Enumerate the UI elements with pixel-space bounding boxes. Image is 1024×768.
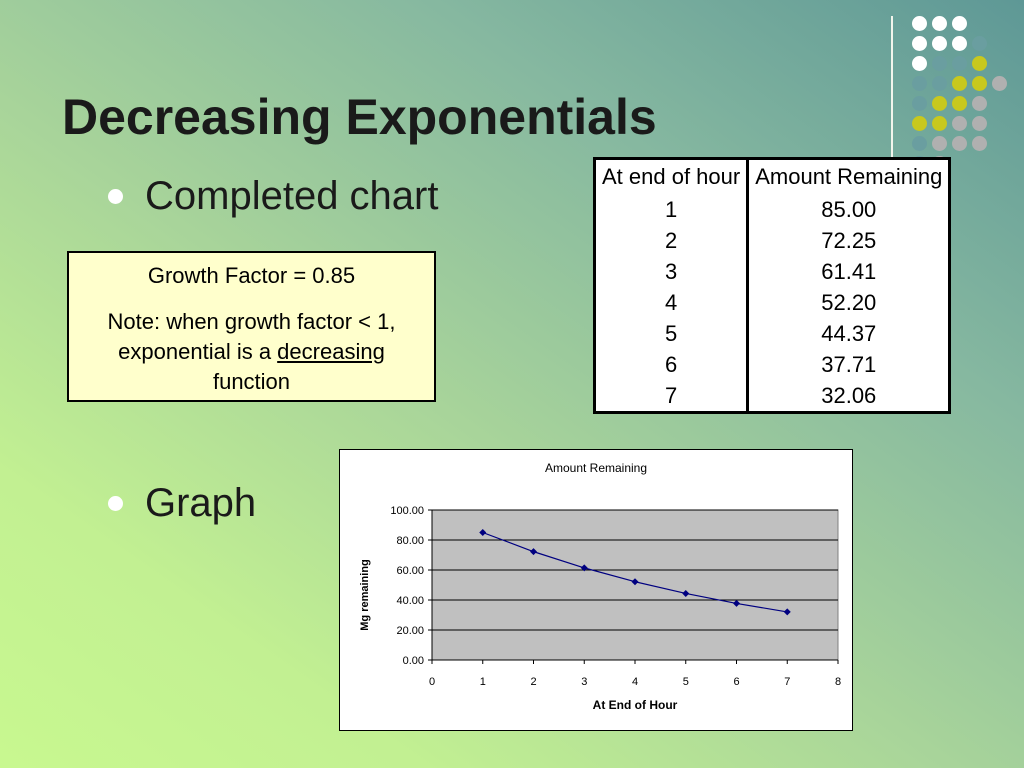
chart-svg: Amount Remaining 0.00 20.00 40.00 60.00 80.00… [359, 461, 841, 712]
x-axis-label: At End of Hour [593, 698, 678, 712]
decorative-dot [952, 76, 967, 91]
slide-title: Decreasing Exponentials [62, 89, 657, 145]
y-axis-label: Mg remaining [359, 559, 371, 631]
data-point [479, 529, 487, 536]
x-tick-label: 8 [835, 676, 841, 688]
table-cell: 5 [594, 318, 750, 349]
data-point [783, 608, 791, 616]
decorative-dot [932, 96, 947, 111]
bullet-text: Graph [145, 481, 257, 525]
table-row: 2 72.25 [594, 225, 950, 256]
decorative-dot [972, 56, 987, 71]
table-row: 4 52.20 [594, 287, 950, 318]
table-row: 7 32.06 [594, 380, 950, 413]
decorative-dot [912, 96, 927, 111]
y-tick-label: 20.00 [396, 625, 424, 637]
growth-factor-note-box: Growth Factor = 0.85 Note: when growth f… [67, 251, 436, 402]
growth-factor-label: Growth Factor = 0.85 [147, 263, 356, 288]
y-tick-label: 40.00 [396, 595, 424, 607]
table-cell: 61.41 [821, 258, 877, 284]
bullet-dot-icon [108, 496, 123, 511]
decorative-dot [972, 76, 987, 91]
table-cell: 44.37 [821, 320, 877, 346]
x-tick-label: 7 [784, 676, 790, 688]
decorative-dot [912, 116, 927, 131]
decorative-dot [912, 56, 927, 71]
decorative-dot [932, 56, 947, 71]
decorative-dot [932, 136, 947, 151]
data-point [682, 589, 690, 597]
decorative-dot [932, 116, 947, 131]
x-tick-label: 1 [480, 676, 486, 688]
decorative-dot [912, 36, 927, 51]
y-tick-label: 100.00 [390, 505, 424, 517]
table-row: 6 37.71 [594, 349, 950, 380]
note-emphasis: decreasing [277, 339, 385, 364]
data-point [530, 548, 537, 556]
y-tick-label: 80.00 [396, 535, 424, 547]
x-tick-label: 5 [683, 676, 689, 688]
x-tick-label: 6 [733, 676, 739, 688]
table-cell: 52.20 [821, 289, 877, 315]
table-header-row: At end of hour Amount Remaining [594, 158, 950, 194]
note-suffix: function [212, 369, 291, 394]
x-tick-label: 2 [530, 676, 536, 688]
bullet-graph: Graph [108, 481, 256, 526]
table-cell: 85.00 [821, 196, 877, 222]
decorative-dot [992, 76, 1007, 91]
decorative-dot [952, 96, 967, 111]
decorative-divider [891, 16, 893, 166]
decorative-dot [932, 16, 947, 31]
table-cell: 3 [594, 256, 750, 287]
x-tick-label: 3 [581, 676, 587, 688]
table-header-hour: At end of hour [594, 158, 750, 194]
decorative-dot [972, 36, 987, 51]
decorative-dot [932, 36, 947, 51]
decorative-dot [912, 76, 927, 91]
decorative-dot [972, 96, 987, 111]
table-cell: 7 [594, 380, 750, 413]
decorative-dot [952, 16, 967, 31]
data-table: At end of hour Amount Remaining 1 85.00 2… [593, 157, 952, 414]
note-prefix: Note: when growth factor < 1, exponentia… [107, 309, 396, 364]
decorative-dot [972, 116, 987, 131]
decorative-dot [952, 36, 967, 51]
y-tick-label: 0.00 [403, 655, 424, 667]
decorative-dot [912, 136, 927, 151]
table-cell: 4 [594, 287, 750, 318]
y-tick-label: 60.00 [396, 565, 424, 577]
data-point [631, 578, 639, 586]
decorative-dot [952, 56, 967, 71]
decorative-dot [932, 76, 947, 91]
table-cell: 72.25 [821, 227, 877, 253]
table-row: 1 85.00 [594, 194, 950, 225]
table-cell: 1 [594, 194, 750, 225]
bullet-text: Completed chart [145, 174, 439, 218]
data-point [733, 599, 740, 607]
table-row: 5 44.37 [594, 318, 950, 349]
bullet-dot-icon [108, 189, 123, 204]
line-chart: Amount Remaining 0.00 20.00 40.00 60.00 80.00… [339, 449, 853, 731]
table-cell: 37.71 [821, 351, 877, 377]
table-cell: 32.06 [821, 382, 877, 408]
note-text: Note: when growth factor < 1, exponentia… [69, 307, 434, 397]
bullet-completed-chart: Completed chart [108, 174, 438, 219]
decorative-dot [952, 136, 967, 151]
table-cell: 2 [594, 225, 750, 256]
decorative-dot [952, 116, 967, 131]
data-point [580, 564, 588, 572]
table-cell: 6 [594, 349, 750, 380]
x-tick-label: 0 [429, 676, 435, 688]
x-tick-label: 4 [632, 676, 638, 688]
decorative-dot [972, 136, 987, 151]
table-header-amount: Amount Remaining [755, 164, 943, 189]
decorative-dot [912, 16, 927, 31]
table-row: 3 61.41 [594, 256, 950, 287]
chart-title: Amount Remaining [545, 461, 647, 475]
